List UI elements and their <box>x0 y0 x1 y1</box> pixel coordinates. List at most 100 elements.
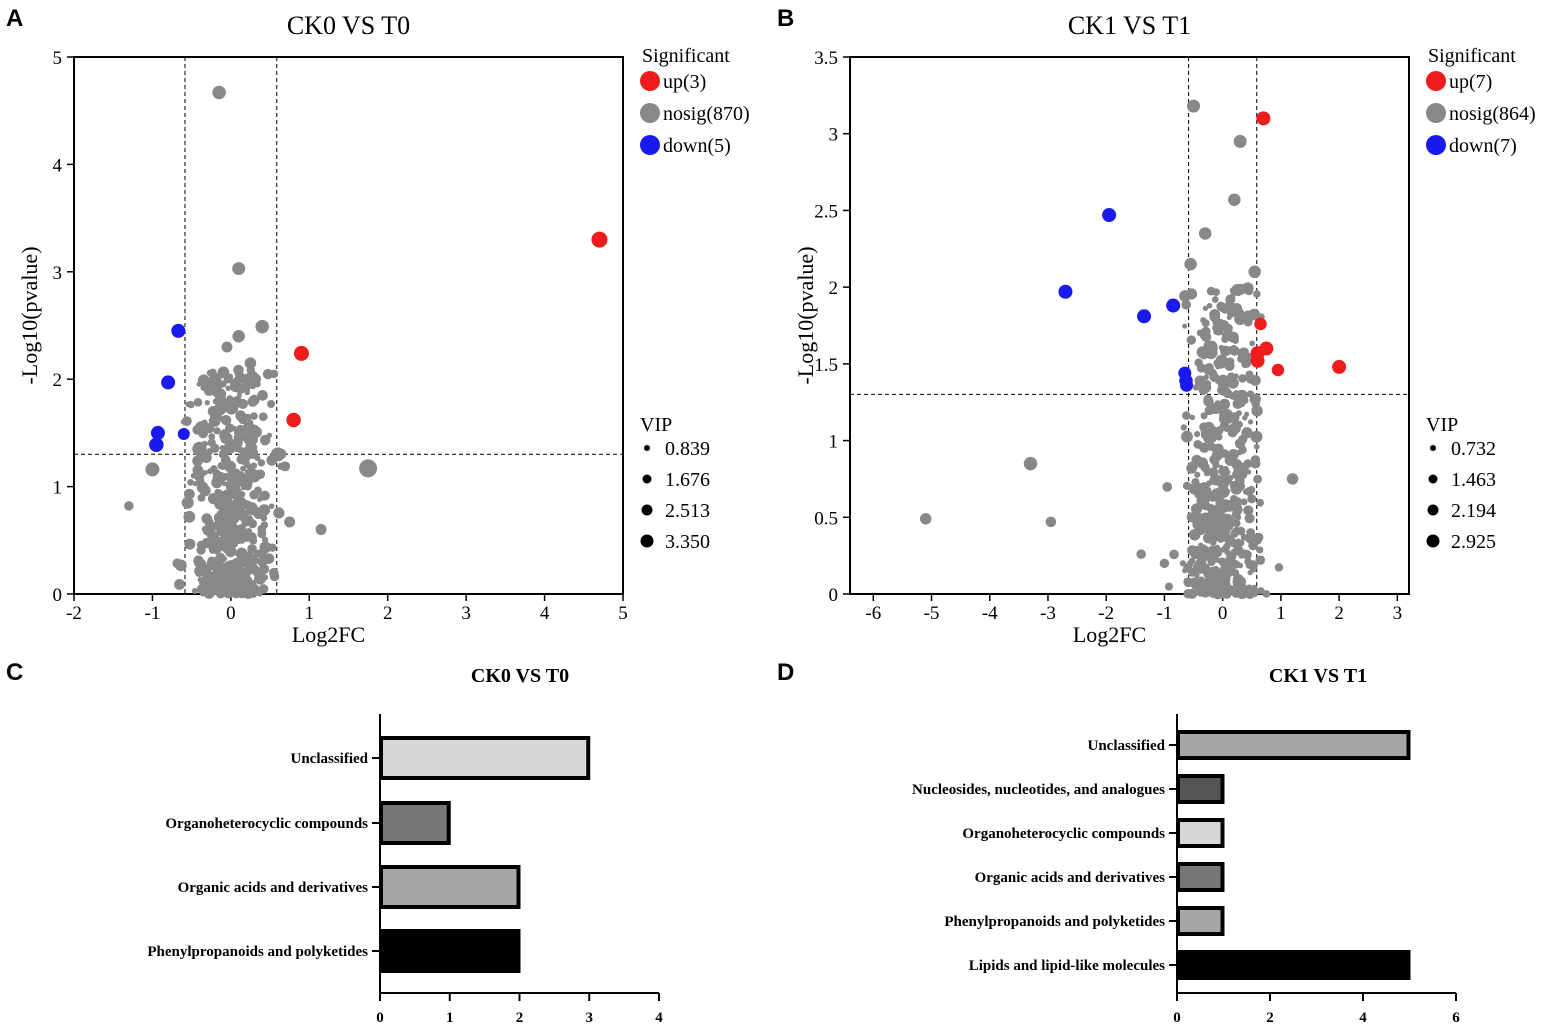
nosig-point <box>1199 422 1209 432</box>
volcano-panel-a: A CK0 VS T0 -2 -1 0 1 2 3 4 5 0 1 2 3 4 5 Log2FC -Log10(p… <box>6 5 750 647</box>
y-tick-label: 3 <box>53 263 63 284</box>
nosig-point <box>1255 555 1266 565</box>
nosig-point <box>1192 384 1200 391</box>
y-tick-label: 2.5 <box>814 201 838 222</box>
data-point <box>177 427 190 440</box>
nosig-point <box>193 398 203 407</box>
nosig-point <box>183 510 196 523</box>
nosig-point <box>1231 509 1241 519</box>
nosig-point <box>1201 550 1213 561</box>
bar <box>1176 950 1411 980</box>
vip-size-swatch <box>1427 504 1439 516</box>
nosig-point <box>225 425 233 433</box>
nosig-point <box>1235 283 1247 295</box>
x-tick-label: 2 <box>516 1010 524 1026</box>
x-tick-label: -4 <box>982 603 998 624</box>
nosig-point <box>196 584 207 595</box>
nosig-point <box>181 416 192 427</box>
data-point <box>150 425 165 440</box>
nosig-point <box>1244 588 1256 600</box>
data-point <box>161 375 176 390</box>
nosig-point <box>1210 426 1218 433</box>
nosig-point <box>214 403 227 416</box>
nosig-point <box>216 509 227 520</box>
data-point <box>293 345 309 361</box>
data-point <box>1256 111 1271 126</box>
nosig-point <box>250 412 258 420</box>
nosig-point <box>1240 533 1248 541</box>
nosig-point <box>1186 590 1193 597</box>
data-point <box>1332 359 1347 374</box>
nosig-point <box>220 454 231 465</box>
nosig-point <box>214 497 220 503</box>
nosig-point <box>1183 577 1190 584</box>
nosig-point <box>220 415 232 426</box>
nosig-point <box>1186 335 1197 345</box>
series-up <box>1250 111 1347 377</box>
nosig-point <box>1243 505 1254 516</box>
nosig-point <box>1243 317 1253 327</box>
legend-swatch <box>1426 71 1446 91</box>
nosig-point <box>243 584 253 594</box>
nosig-point <box>1248 308 1261 321</box>
nosig-point <box>246 553 259 566</box>
nosig-point <box>1182 411 1191 420</box>
nosig-point <box>236 384 245 393</box>
y-tick-label: 0 <box>53 585 63 606</box>
nosig-point <box>190 473 197 479</box>
nosig-point <box>1224 409 1233 418</box>
nosig-point <box>258 504 271 516</box>
nosig-point <box>1240 498 1248 506</box>
nosig-point <box>245 528 253 535</box>
nosig-point <box>1188 513 1197 522</box>
legend-swatch <box>1426 103 1446 123</box>
nosig-point <box>1227 372 1236 381</box>
nosig-point <box>174 579 185 590</box>
legend-label: up(7) <box>1449 71 1492 93</box>
nosig-point <box>1221 545 1229 553</box>
nosig-point <box>247 419 254 425</box>
panel-letter: B <box>777 5 794 32</box>
nosig-point <box>1199 351 1208 360</box>
nosig-point <box>1230 302 1243 315</box>
legend-label: down(5) <box>663 135 731 157</box>
nosig-point <box>267 399 276 409</box>
nosig-point <box>1190 503 1203 515</box>
y-tick-label: 4 <box>53 155 63 176</box>
nosig-point <box>199 485 211 497</box>
nosig-point <box>257 459 266 467</box>
data-point <box>1184 257 1197 271</box>
nosig-point <box>1237 562 1244 569</box>
nosig-point <box>1240 549 1249 558</box>
nosig-point <box>1215 426 1224 435</box>
nosig-point <box>1206 303 1213 309</box>
vip-size-swatch <box>641 504 653 516</box>
nosig-point <box>1200 500 1207 508</box>
data-point <box>1058 284 1073 299</box>
nosig-point <box>254 380 261 388</box>
nosig-point <box>1212 509 1223 521</box>
nosig-point <box>1182 323 1188 329</box>
nosig-point <box>207 557 219 570</box>
nosig-point <box>1262 590 1271 598</box>
vip-legend-value: 2.513 <box>665 500 710 522</box>
y-tick-label: 5 <box>53 48 63 69</box>
nosig-point <box>240 465 246 472</box>
data-point <box>145 462 160 477</box>
data-point <box>149 437 164 452</box>
nosig-point <box>1208 368 1218 378</box>
series-nosig <box>124 85 378 536</box>
category-label: Phenylpropanoids and polyketides <box>944 914 1165 930</box>
category-label: Organic acids and derivatives <box>975 870 1166 886</box>
nosig-point <box>280 461 291 472</box>
vip-size-swatch <box>642 474 652 484</box>
nosig-point <box>1200 412 1208 420</box>
nosig-point <box>258 412 268 422</box>
nosig-point <box>1251 405 1263 417</box>
x-tick-label: 0 <box>376 1010 384 1026</box>
nosig-point <box>236 555 248 568</box>
y-tick-label: 2 <box>53 370 63 391</box>
nosig-point <box>204 399 210 406</box>
nosig-point <box>1218 529 1225 535</box>
